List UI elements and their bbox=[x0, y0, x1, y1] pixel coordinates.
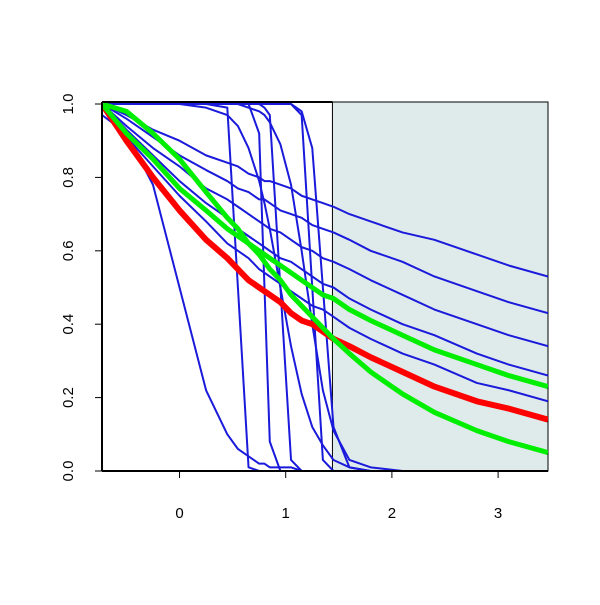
y-tick-label: 0.2 bbox=[60, 387, 77, 408]
curve bbox=[102, 103, 548, 471]
y-tick-label: 0.6 bbox=[60, 240, 77, 261]
y-tick-label: 0.4 bbox=[60, 314, 77, 335]
plot-area bbox=[102, 101, 548, 471]
curve bbox=[102, 103, 548, 471]
curve bbox=[102, 102, 548, 423]
curve bbox=[102, 114, 548, 471]
x-tick-label: 1 bbox=[282, 505, 290, 522]
curve bbox=[102, 103, 548, 377]
x-tick-label: 2 bbox=[388, 505, 396, 522]
y-tick-label: 0.8 bbox=[60, 167, 77, 188]
y-tick-label: 0.0 bbox=[60, 461, 77, 482]
y-tick-label: 1.0 bbox=[60, 94, 77, 115]
curve bbox=[102, 101, 548, 456]
x-tick-label: 3 bbox=[494, 505, 502, 522]
x-tick-label: 0 bbox=[175, 505, 183, 522]
curve bbox=[102, 103, 548, 278]
curve bbox=[102, 102, 548, 389]
curve bbox=[102, 103, 548, 315]
